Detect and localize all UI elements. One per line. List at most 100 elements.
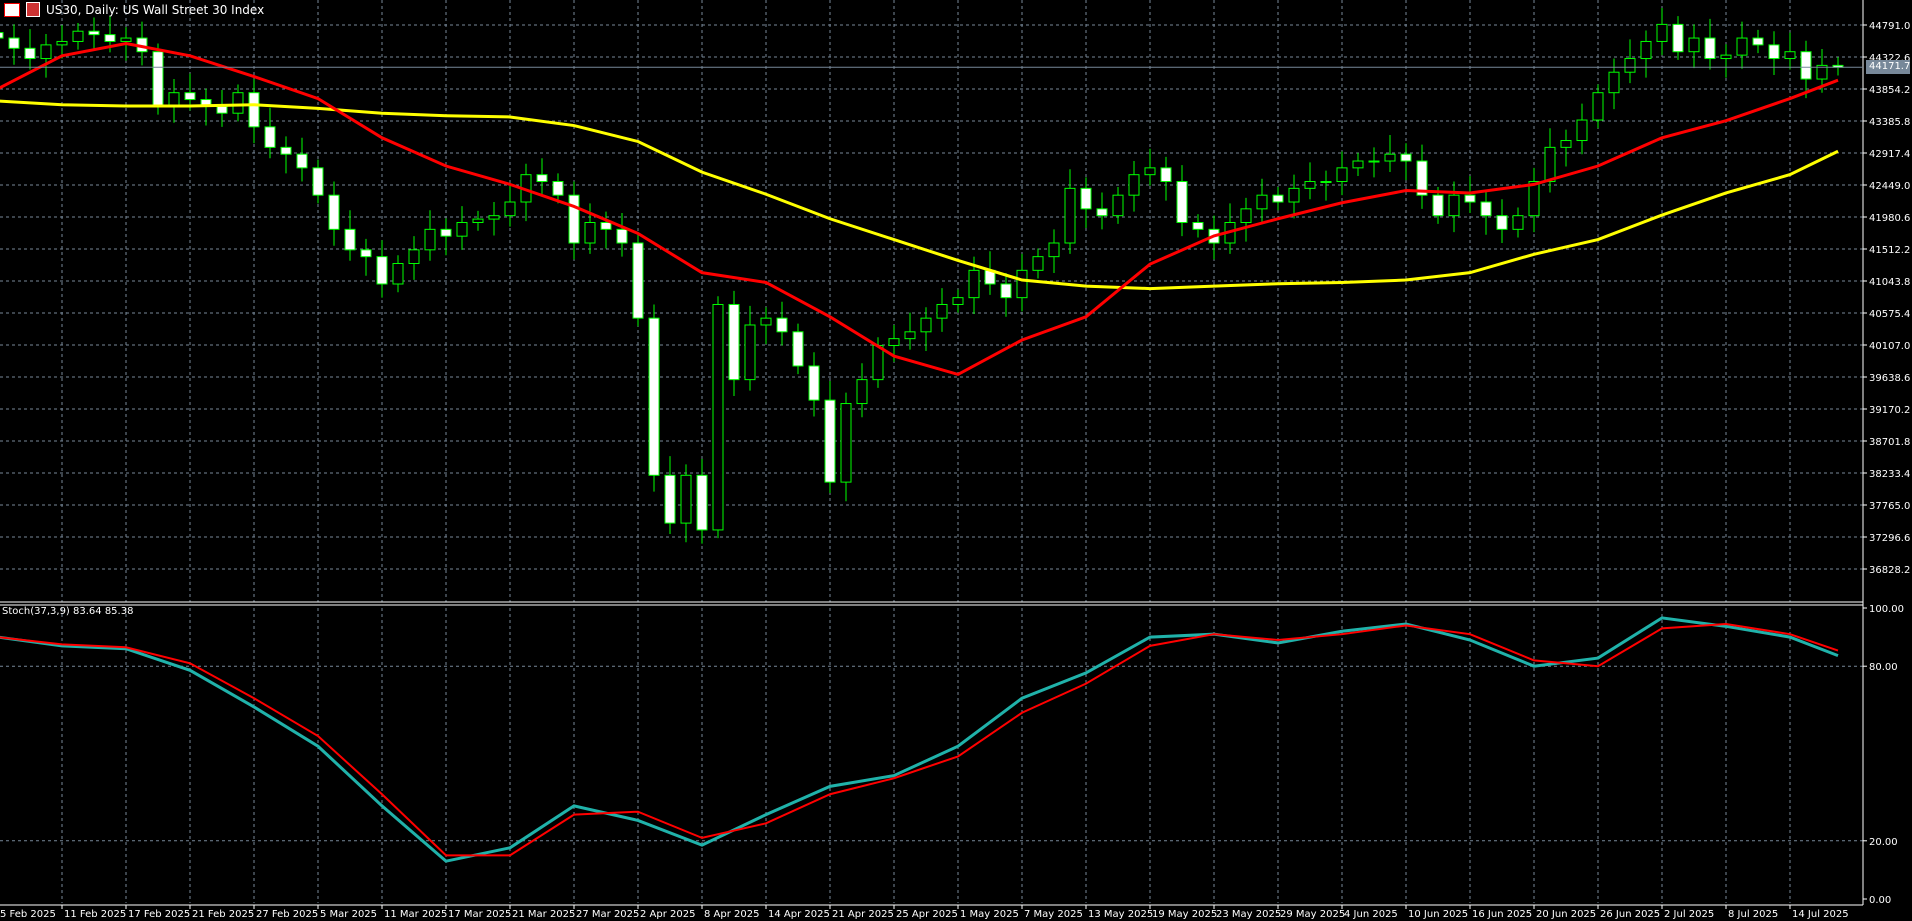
x-tick-label: 7 May 2025 <box>1024 909 1083 920</box>
candle-body <box>1544 146 1556 183</box>
candle <box>1176 165 1188 237</box>
candle <box>1688 24 1700 69</box>
candle <box>664 456 676 535</box>
candle <box>1304 162 1316 200</box>
y-tick-label: 36828.2 <box>1869 565 1910 576</box>
candle <box>1800 40 1812 99</box>
candle <box>1400 143 1412 181</box>
y-tick-label: 40575.4 <box>1869 309 1910 320</box>
candle-body <box>216 105 228 114</box>
slow-moving-average-line <box>0 99 1839 291</box>
candle-body <box>152 51 164 107</box>
candle <box>88 17 100 52</box>
y-tick-label: 41512.2 <box>1869 245 1910 256</box>
candle <box>1352 152 1364 177</box>
candle <box>0 32 4 39</box>
candle-body <box>776 317 788 333</box>
candle-body <box>1672 23 1684 53</box>
candle-body <box>1400 153 1412 162</box>
candle <box>1016 253 1028 312</box>
x-tick-label: 16 Jun 2025 <box>1472 909 1532 920</box>
x-tick-label: 17 Feb 2025 <box>128 909 190 920</box>
candle <box>648 304 660 492</box>
candle <box>344 210 356 261</box>
candle-body <box>504 201 516 217</box>
candle <box>1064 169 1076 254</box>
candle-body <box>1288 187 1300 203</box>
stoch-tick-label: 0.00 <box>1869 895 1891 906</box>
candle <box>296 137 308 182</box>
candle-body <box>40 44 52 60</box>
candle <box>1736 21 1748 69</box>
y-tick-label: 42449.0 <box>1869 181 1910 192</box>
chart-window-icon <box>4 2 20 17</box>
candle <box>856 363 868 418</box>
candle <box>1288 174 1300 219</box>
candle-body <box>120 37 132 42</box>
candle-body <box>360 249 372 258</box>
x-tick-label: 8 Apr 2025 <box>704 909 759 920</box>
candle <box>1240 197 1252 242</box>
candle <box>1080 177 1092 228</box>
candle-body <box>24 47 36 60</box>
candle-body <box>1592 92 1604 121</box>
candle-body <box>808 365 820 401</box>
candle-body <box>648 317 660 476</box>
candle <box>456 206 468 250</box>
candle-body <box>264 126 276 148</box>
candle-body <box>1720 54 1732 60</box>
candle-body <box>472 218 484 224</box>
candle-body <box>792 331 804 367</box>
x-tick-label: 21 Feb 2025 <box>192 909 254 920</box>
candle-body <box>1256 194 1268 210</box>
candle-body <box>616 228 628 244</box>
x-tick-label: 13 May 2025 <box>1088 909 1153 920</box>
y-tick-label: 38233.4 <box>1869 469 1910 480</box>
candle-body <box>1192 222 1204 230</box>
candle-body <box>1240 208 1252 224</box>
candle <box>840 392 852 502</box>
candle-body <box>1144 167 1156 176</box>
x-tick-label: 25 Apr 2025 <box>896 909 958 920</box>
y-tick-label: 44322.6 <box>1869 53 1910 64</box>
candle <box>1224 203 1236 254</box>
candle-body <box>584 222 596 244</box>
y-tick-label: 42917.4 <box>1869 149 1910 160</box>
candle <box>408 236 420 280</box>
candle <box>920 307 932 351</box>
candle <box>1560 129 1572 167</box>
candle <box>1192 214 1204 238</box>
candle-body <box>632 242 644 319</box>
candle <box>1272 186 1284 211</box>
y-tick-label: 39170.2 <box>1869 405 1910 416</box>
candle <box>616 212 628 257</box>
candle <box>1592 84 1604 129</box>
candle-body <box>1112 194 1124 217</box>
candle-body <box>1000 283 1012 299</box>
candle <box>248 79 260 144</box>
candle <box>1784 32 1796 70</box>
x-tick-label: 26 Jun 2025 <box>1600 909 1660 920</box>
candle <box>776 301 788 346</box>
candle-body <box>1704 37 1716 60</box>
candle-body <box>840 403 852 483</box>
candle-body <box>1576 119 1588 142</box>
candle <box>712 296 724 539</box>
candle-body <box>344 228 356 251</box>
candle <box>1752 29 1764 54</box>
candle-body <box>1752 37 1764 46</box>
stochastic-main-line <box>0 616 1839 863</box>
candle <box>1512 207 1524 238</box>
candle-body <box>1080 187 1092 210</box>
candle <box>1704 18 1716 70</box>
candle-body <box>1032 256 1044 271</box>
x-tick-label: 23 May 2025 <box>1216 909 1281 920</box>
candle-body <box>168 92 180 107</box>
stochastic-label: Stoch(37,3,9) 83.64 85.38 <box>2 606 134 617</box>
x-tick-label: 14 Jul 2025 <box>1792 909 1849 920</box>
candle <box>728 290 740 397</box>
candle <box>504 182 516 227</box>
candle-body <box>1064 187 1076 244</box>
candle-body <box>920 317 932 333</box>
